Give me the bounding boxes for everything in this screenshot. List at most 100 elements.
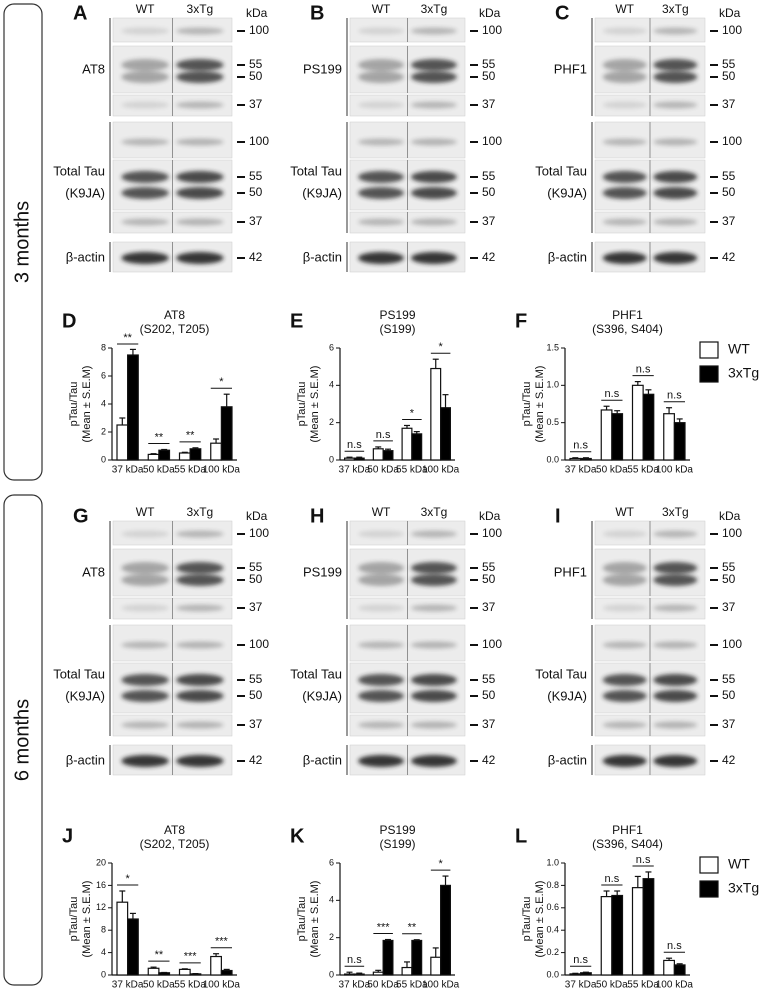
panel-letter: A — [73, 2, 87, 24]
band — [410, 27, 457, 35]
bar — [353, 973, 365, 976]
chart-title: AT8 — [164, 823, 185, 837]
band — [176, 574, 224, 586]
band — [176, 187, 224, 199]
marker-label: 100 — [482, 637, 502, 651]
x-tick-label: 55 kDa — [627, 465, 659, 476]
band — [653, 171, 698, 183]
blot-label: Total Tau — [53, 163, 105, 178]
x-tick-label: 37 kDa — [339, 465, 371, 476]
bar — [178, 968, 191, 976]
band — [410, 530, 457, 538]
marker-label: 37 — [249, 717, 263, 731]
marker-label: 100 — [482, 23, 502, 37]
band — [121, 252, 169, 264]
band — [358, 530, 405, 538]
lane-label: 3xTg — [421, 505, 448, 519]
band — [410, 562, 457, 574]
marker-label: 50 — [722, 572, 736, 586]
blot-label: (K9JA) — [547, 185, 587, 200]
bar — [673, 964, 686, 976]
significance-label: *** — [215, 936, 229, 948]
y-tick-label: 6 — [329, 857, 334, 867]
x-tick-label: 55 kDa — [396, 980, 428, 991]
marker-label: 37 — [722, 600, 736, 614]
marker-label: 42 — [482, 753, 496, 767]
chart-title: PHF1 — [612, 823, 643, 837]
significance-label: * — [410, 407, 415, 419]
y-axis-label: pTau/Tau — [296, 382, 308, 427]
bar — [147, 453, 160, 461]
side-box — [3, 494, 43, 986]
legend-swatch — [699, 880, 719, 898]
significance-label: n.s — [347, 954, 362, 966]
marker-label: 55 — [249, 169, 263, 183]
band — [602, 101, 647, 109]
band — [358, 252, 405, 264]
blot-label: (K9JA) — [302, 185, 342, 200]
marker-label: 100 — [722, 637, 742, 651]
panel-letter: H — [310, 505, 324, 527]
band — [410, 59, 457, 71]
significance-label: n.s — [605, 873, 620, 885]
y-tick-label: 12 — [96, 902, 106, 912]
band — [602, 755, 647, 767]
y-tick-label: 1.5 — [546, 342, 559, 352]
y-tick-label: 1.0 — [546, 380, 559, 390]
bar — [372, 971, 384, 976]
band — [121, 530, 169, 538]
significance-label: n.s — [605, 388, 620, 400]
bar — [210, 442, 222, 461]
band — [653, 218, 698, 226]
lane-label: WT — [615, 505, 634, 519]
bar — [611, 894, 624, 976]
band — [121, 101, 169, 109]
band — [653, 755, 698, 767]
y-tick-label: 2 — [329, 932, 334, 942]
band — [358, 59, 405, 71]
band — [410, 641, 457, 649]
panel-letter: G — [73, 505, 89, 527]
marker-label: 37 — [482, 717, 496, 731]
side-box — [3, 3, 43, 481]
band — [653, 252, 698, 264]
marker-label: 50 — [249, 185, 263, 199]
bar — [663, 959, 675, 976]
band — [358, 138, 405, 146]
panel-letter: B — [310, 2, 324, 24]
x-tick-label: 100 kDa — [656, 465, 694, 476]
band — [410, 604, 457, 612]
bar — [430, 956, 442, 976]
bar — [189, 448, 202, 461]
marker-label: 55 — [482, 560, 496, 574]
x-tick-label: 37 kDa — [339, 980, 371, 991]
panel-letter: F — [515, 310, 527, 332]
band — [410, 218, 457, 226]
blot-label: β-actin — [66, 249, 105, 264]
marker-label: 37 — [249, 600, 263, 614]
y-axis-label: (Mean ± S.E.M) — [81, 881, 93, 958]
marker-label: 100 — [722, 134, 742, 148]
y-axis-label: pTau/Tau — [296, 897, 308, 942]
marker-label: 55 — [249, 57, 263, 71]
bar — [210, 955, 222, 976]
band — [121, 27, 169, 35]
marker-label: 37 — [722, 717, 736, 731]
blot-label: Total Tau — [290, 163, 342, 178]
y-tick-label: 0 — [101, 969, 106, 979]
band — [410, 721, 457, 729]
band — [410, 690, 457, 702]
y-tick-label: 0.0 — [546, 969, 559, 979]
blot-label: β-actin — [548, 752, 587, 767]
band — [176, 690, 224, 702]
unit-label: kDa — [479, 6, 501, 20]
band — [653, 641, 698, 649]
bar — [600, 409, 613, 461]
band — [602, 641, 647, 649]
band — [653, 690, 698, 702]
chart-title: PS199 — [379, 823, 415, 837]
band — [358, 690, 405, 702]
y-tick-label: 0.0 — [546, 454, 559, 464]
y-tick-label: 4 — [329, 895, 334, 905]
panel-letter: K — [290, 825, 305, 847]
